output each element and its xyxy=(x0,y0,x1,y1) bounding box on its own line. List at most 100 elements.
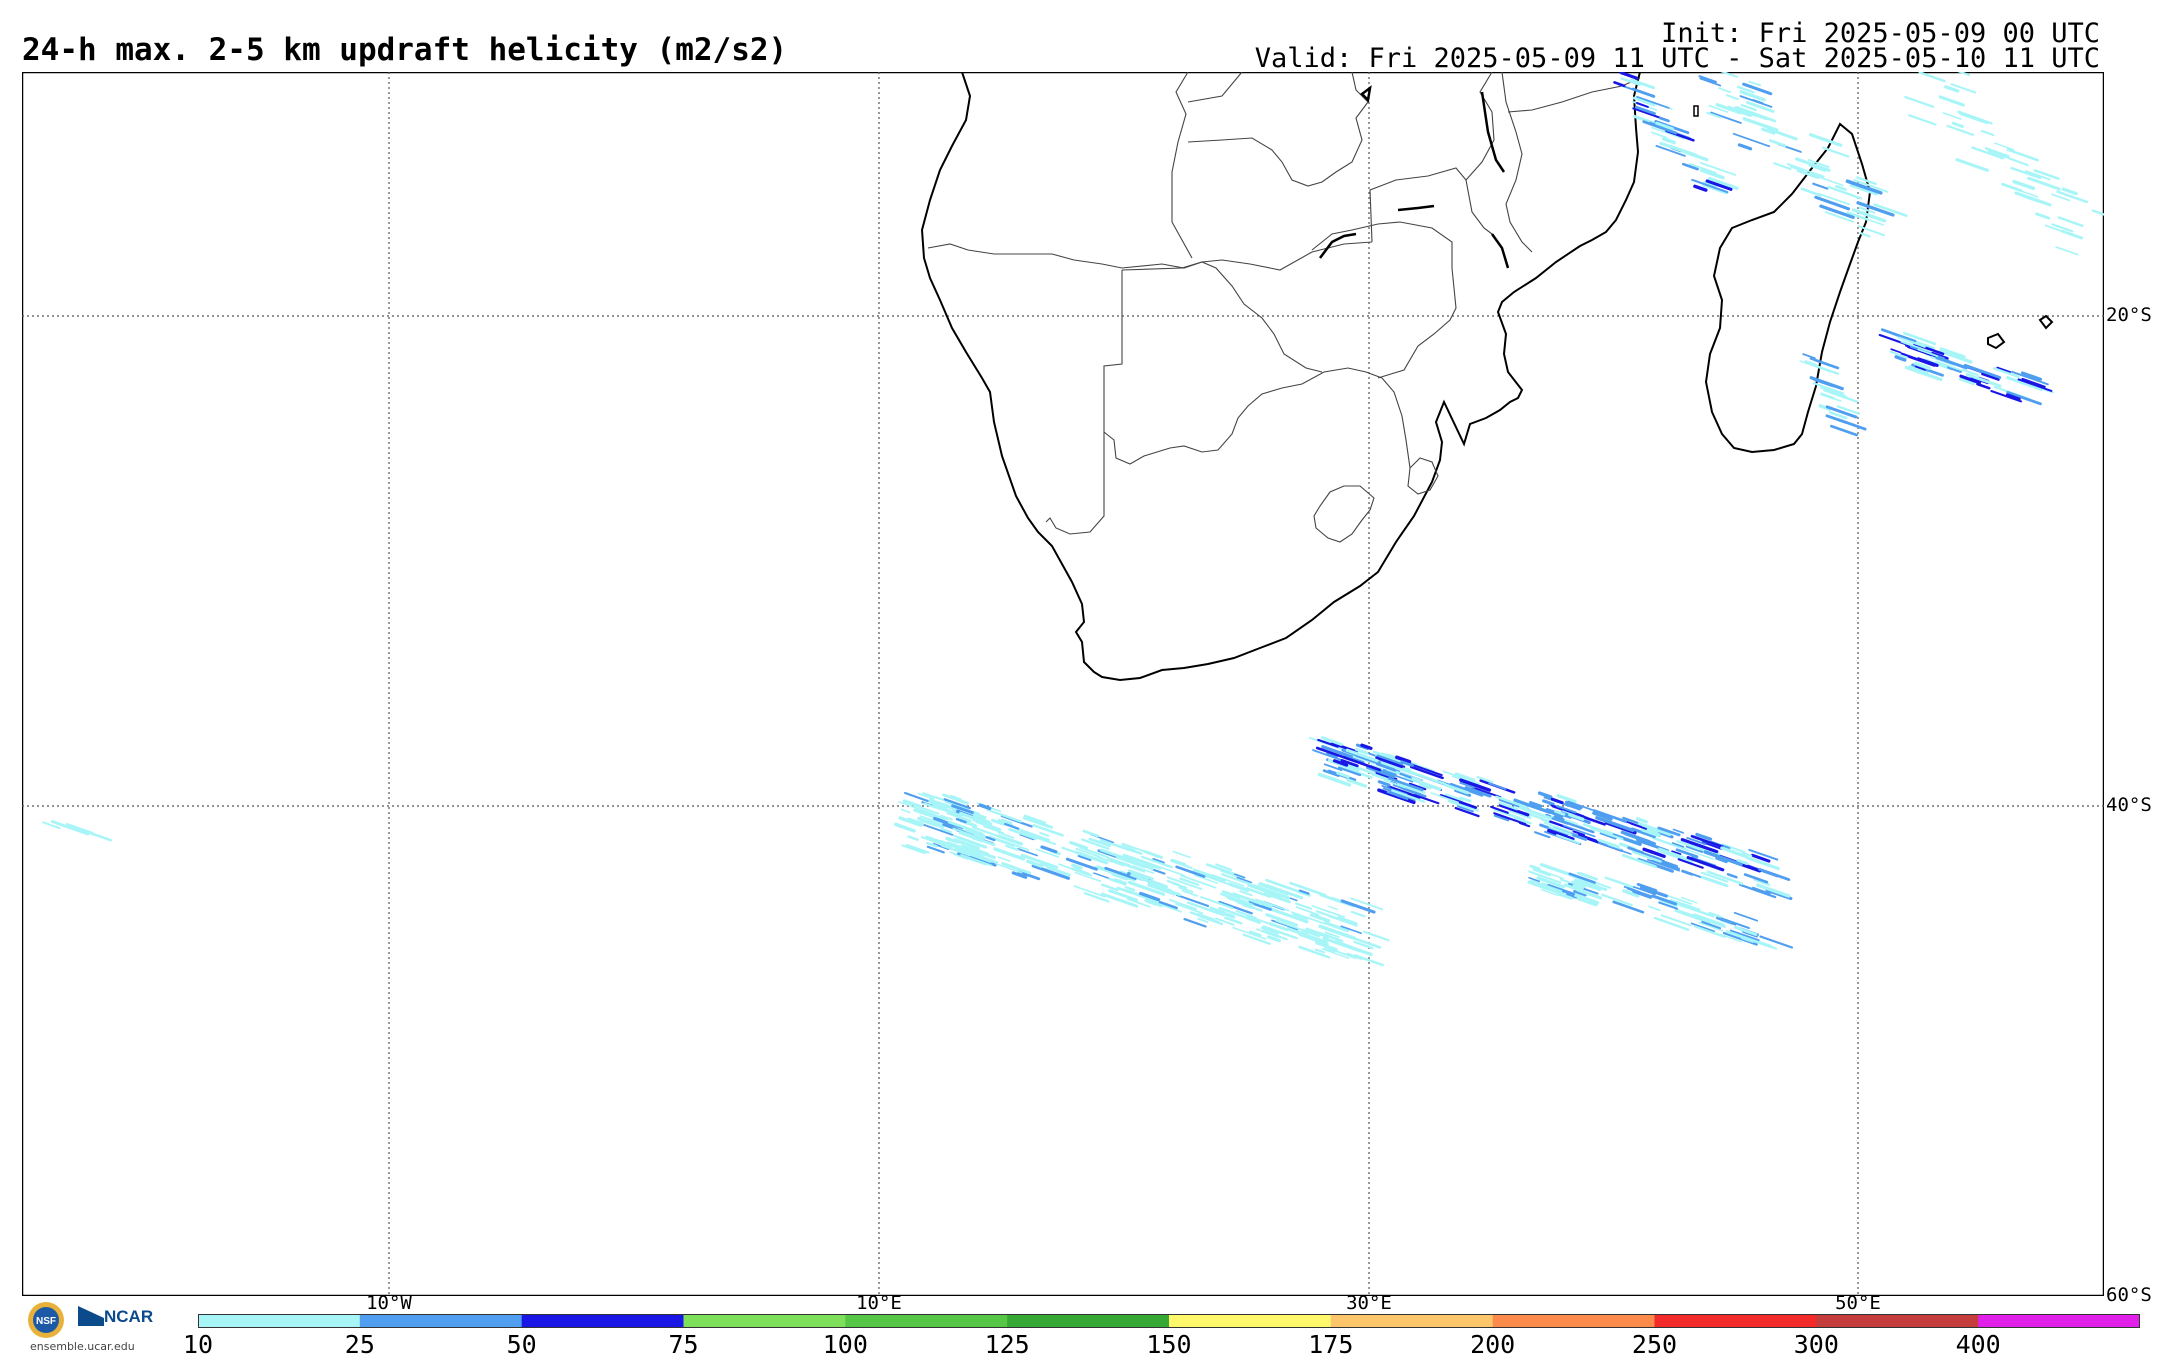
helicity-streak xyxy=(1720,72,1738,78)
helicity-streak xyxy=(1099,838,1131,852)
helicity-streak xyxy=(1322,908,1345,918)
ncar-logo-icon xyxy=(78,1306,104,1326)
helicity-streak xyxy=(1823,389,1859,403)
helicity-streak xyxy=(958,831,996,847)
helicity-streak xyxy=(1150,867,1166,875)
helicity-streak xyxy=(1556,794,1577,804)
helicity-streak xyxy=(1065,857,1098,871)
helicity-streak xyxy=(1117,861,1146,873)
helicity-streak xyxy=(1220,873,1253,886)
helicity-streak xyxy=(1312,749,1347,763)
helicity-streak xyxy=(1126,898,1151,908)
helicity-streak xyxy=(1981,372,2000,381)
helicity-streak xyxy=(1395,755,1412,764)
helicity-streak xyxy=(1655,145,1686,157)
helicity-streak xyxy=(1555,834,1581,845)
helicity-streak xyxy=(997,818,1014,826)
helicity-streak xyxy=(1340,899,1376,914)
helicity-streak xyxy=(1039,831,1050,837)
helicity-streak xyxy=(1354,954,1384,967)
helicity-streak xyxy=(1563,820,1595,834)
helicity-streak xyxy=(1635,817,1648,824)
helicity-streak xyxy=(1139,891,1161,902)
helicity-streak xyxy=(2033,169,2060,180)
helicity-streak xyxy=(1535,868,1564,880)
helicity-streak xyxy=(1908,365,1929,374)
helicity-streak xyxy=(1773,162,1792,171)
helicity-streak xyxy=(1196,912,1216,921)
helicity-streak xyxy=(1650,131,1668,139)
helicity-streak xyxy=(1530,879,1563,893)
helicity-streak xyxy=(1582,823,1618,837)
helicity-streak xyxy=(920,823,954,836)
helicity-streak xyxy=(1740,103,1757,112)
helicity-streak xyxy=(1725,930,1746,939)
helicity-streak xyxy=(1971,146,2005,160)
helicity-streak xyxy=(1935,356,1968,370)
helicity-streak xyxy=(1529,864,1541,871)
helicity-streak xyxy=(1637,822,1672,836)
colorbar-tick-label: 300 xyxy=(1793,1330,1839,1359)
helicity-streak xyxy=(1513,798,1552,814)
lon-label-10e: 10°E xyxy=(856,1292,902,1314)
helicity-streak xyxy=(1328,905,1339,911)
helicity-streak xyxy=(1702,183,1728,195)
helicity-streak xyxy=(1318,931,1344,943)
helicity-streak xyxy=(1454,806,1480,818)
helicity-streak xyxy=(1681,847,1715,860)
helicity-streak xyxy=(1493,812,1527,826)
helicity-streak xyxy=(2005,393,2021,401)
helicity-streak xyxy=(1342,756,1382,772)
helicity-streak xyxy=(1354,747,1369,755)
helicity-streak xyxy=(1430,792,1459,804)
helicity-streak xyxy=(1004,822,1020,830)
helicity-streak xyxy=(1629,78,1655,90)
helicity-streak xyxy=(1604,876,1635,889)
helicity-streak xyxy=(1082,829,1099,838)
helicity-streak xyxy=(1559,878,1571,884)
helicity-streak xyxy=(1528,876,1541,883)
helicity-streak xyxy=(993,847,1026,861)
helicity-streak xyxy=(1170,859,1193,870)
helicity-streak xyxy=(1371,764,1384,771)
helicity-streak xyxy=(1232,926,1267,940)
helicity-streak xyxy=(1127,869,1154,881)
helicity-streak xyxy=(1612,900,1645,914)
helicity-streak xyxy=(1938,95,1965,107)
helicity-streak xyxy=(1488,782,1507,791)
helicity-streak xyxy=(1005,844,1019,851)
helicity-streak xyxy=(1075,847,1100,858)
helicity-streak xyxy=(1179,877,1200,886)
helicity-streak xyxy=(2001,182,2023,193)
helicity-streak xyxy=(1543,822,1572,833)
helicity-streak xyxy=(1837,418,1867,431)
helicity-streak xyxy=(1183,917,1207,928)
helicity-streak xyxy=(1632,96,1656,107)
helicity-streak xyxy=(1146,900,1158,906)
colorbar-tick-label: 200 xyxy=(1470,1330,1516,1359)
helicity-streak xyxy=(1249,898,1273,908)
valid-time: Valid: Fri 2025-05-09 11 UTC - Sat 2025-… xyxy=(1254,43,2100,74)
helicity-streak xyxy=(997,856,1011,862)
helicity-streak xyxy=(1642,120,1678,135)
helicity-streak xyxy=(1071,867,1090,876)
helicity-streak xyxy=(1682,162,1699,171)
helicity-streak xyxy=(1786,163,1825,178)
helicity-streak xyxy=(1101,883,1119,892)
helicity-streak xyxy=(1536,876,1566,889)
colorbar-segment xyxy=(198,1314,361,1328)
helicity-streak xyxy=(1326,752,1338,758)
helicity-streak xyxy=(1808,164,1827,172)
colorbar-tick-label: 175 xyxy=(1308,1330,1354,1359)
helicity-streak xyxy=(1001,818,1013,824)
helicity-streak xyxy=(995,863,1023,874)
helicity-streak xyxy=(1592,809,1628,824)
helicity-streak xyxy=(1853,179,1889,193)
helicity-streak xyxy=(1824,211,1854,223)
helicity-streak xyxy=(1444,793,1464,802)
helicity-streak xyxy=(1708,911,1722,918)
helicity-streak xyxy=(1733,911,1759,922)
helicity-streak xyxy=(1746,856,1780,871)
helicity-streak xyxy=(1181,889,1199,897)
helicity-streak xyxy=(1386,791,1409,801)
